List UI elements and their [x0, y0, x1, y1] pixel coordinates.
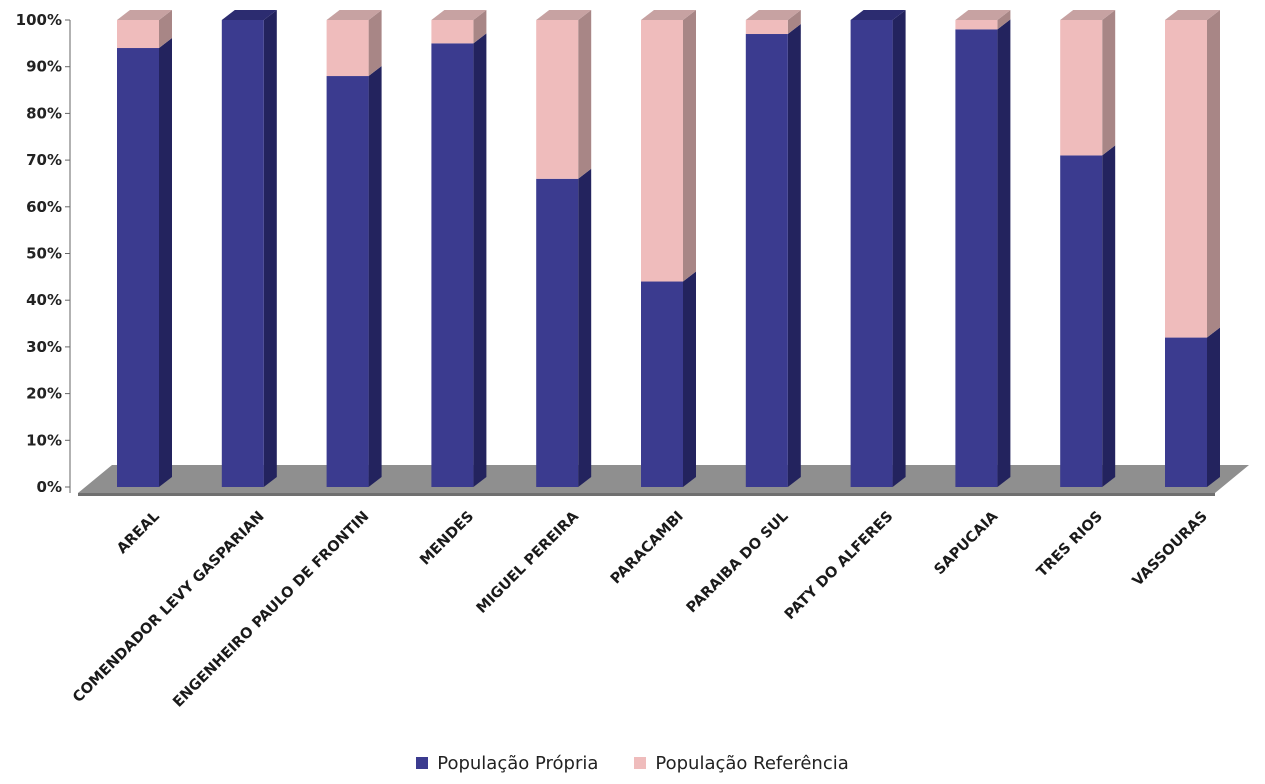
bar-series-1-side	[683, 10, 696, 282]
chart-legend: População Própria População Referência	[0, 748, 1265, 778]
x-tick-label: PARACAMBI	[608, 509, 687, 588]
y-tick-label: 10%	[26, 431, 62, 449]
bar-series-0	[326, 76, 369, 487]
bar-series-1-side	[787, 10, 801, 35]
bar-series-0-side	[997, 19, 1011, 488]
bar-series-1-side	[578, 10, 592, 179]
legend-swatch-series-0	[416, 757, 429, 769]
bar-top-cap	[1165, 10, 1220, 20]
bar-series-0	[431, 43, 474, 487]
bar-series-0-side	[1102, 145, 1116, 487]
y-tick-label: 90%	[26, 58, 62, 76]
x-tick-label: MENDES	[417, 509, 477, 569]
y-tick-label: 0%	[37, 478, 62, 496]
y-tick-label: 60%	[26, 198, 62, 216]
bar-series-0-side	[159, 38, 172, 488]
bar-series-1	[1165, 20, 1207, 338]
x-tick-label: COMENDADOR LEVY GASPARIAN	[70, 509, 267, 706]
x-tick-label: PATY DO ALFERES	[782, 509, 897, 624]
x-tick-label: VASSOURAS	[1130, 509, 1211, 590]
bar-series-0-side	[1207, 327, 1220, 487]
bar-series-1	[1060, 20, 1103, 156]
bar-series-1	[117, 20, 159, 49]
bar-series-1-side	[159, 10, 172, 49]
legend-swatch-series-1	[634, 757, 647, 769]
x-tick-label: AREAL	[114, 509, 163, 558]
bar-top-cap	[955, 10, 1011, 20]
bar-series-0	[641, 281, 683, 487]
bar-series-1-side	[1102, 10, 1116, 156]
bar-series-0-side	[473, 33, 487, 487]
legend-label-series-0: População Própria	[437, 752, 599, 774]
bar-top-cap	[221, 10, 277, 20]
bar-series-0-side	[263, 10, 277, 487]
bar-series-0	[745, 34, 788, 487]
bar-top-cap	[641, 10, 696, 20]
bar-series-0-side	[368, 66, 382, 487]
bar-series-1-side	[473, 10, 487, 44]
bar-series-0	[1060, 155, 1103, 487]
legend-label-series-1: População Referência	[655, 752, 849, 774]
y-tick-label: 80%	[26, 104, 62, 122]
legend-item-series-1: População Referência	[634, 752, 849, 774]
bar-top-cap	[1060, 10, 1116, 20]
bar-series-0	[1165, 337, 1207, 487]
y-tick-label: 30%	[26, 338, 62, 356]
bar-series-1	[955, 20, 998, 30]
x-tick-label: MIGUEL PEREIRA	[474, 508, 583, 617]
bar-series-1	[745, 20, 788, 35]
y-tick-label: 20%	[26, 385, 62, 403]
bar-top-cap	[536, 10, 592, 20]
y-tick-label: 50%	[26, 245, 62, 263]
bar-series-1	[536, 20, 579, 179]
bar-series-0	[850, 20, 893, 487]
bar-series-0-side	[787, 24, 801, 487]
y-tick-label: 100%	[16, 11, 62, 29]
bar-series-0-side	[892, 10, 906, 487]
bar-series-1	[641, 20, 683, 282]
bar-series-0-side	[578, 168, 592, 487]
legend-item-series-0: População Própria	[416, 753, 598, 774]
x-tick-label: TRES RIOS	[1034, 509, 1106, 581]
bar-top-cap	[850, 10, 906, 20]
bar-series-1	[431, 20, 474, 44]
x-tick-label: SAPUCAIA	[932, 508, 1002, 578]
y-tick-label: 40%	[26, 291, 62, 309]
x-tick-label: PARAIBA DO SUL	[684, 509, 792, 617]
bar-series-0-side	[683, 271, 696, 487]
bar-top-cap	[745, 10, 801, 20]
bar-series-0	[117, 48, 159, 488]
bar-top-cap	[326, 10, 382, 20]
y-tick-label: 70%	[26, 151, 62, 169]
chart-floor-edge	[78, 493, 1215, 496]
bar-series-1-side	[997, 10, 1011, 30]
bar-series-0	[536, 178, 579, 487]
bar-series-1-side	[368, 10, 382, 77]
bar-top-cap	[431, 10, 487, 20]
x-tick-label: ENGENHEIRO PAULO DE FRONTIN	[170, 509, 372, 711]
bar-series-1	[326, 20, 369, 77]
bar-series-0	[955, 29, 998, 488]
bar-series-1-side	[1207, 10, 1220, 338]
bar-series-0	[221, 20, 264, 487]
bar-top-cap	[117, 10, 172, 20]
